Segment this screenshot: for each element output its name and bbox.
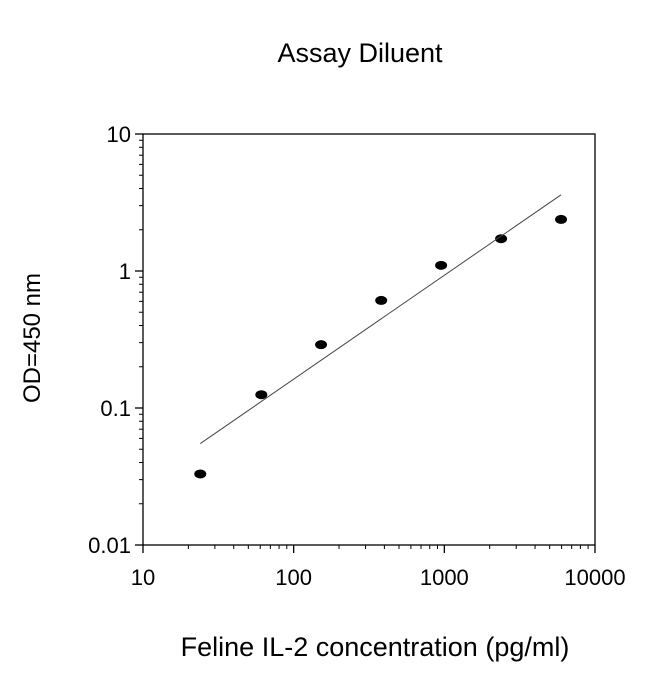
x-tick-label: 10000 xyxy=(564,565,625,590)
data-point xyxy=(435,260,448,270)
plot-frame xyxy=(142,133,596,546)
chart-title: Assay Diluent xyxy=(277,38,443,68)
data-point xyxy=(375,295,388,305)
data-point xyxy=(315,340,328,350)
x-tick-label: 1000 xyxy=(420,565,469,590)
data-point xyxy=(194,469,207,479)
y-tick-label: 0.1 xyxy=(100,396,131,421)
y-tick-label: 1 xyxy=(119,259,131,284)
y-tick-label: 10 xyxy=(107,122,131,147)
y-tick-label: 0.01 xyxy=(88,533,131,558)
fit-line xyxy=(200,194,562,444)
data-point xyxy=(555,214,568,224)
data-point xyxy=(495,234,508,244)
x-tick-label: 10 xyxy=(131,565,155,590)
x-tick-label: 100 xyxy=(275,565,312,590)
x-axis-label: Feline IL-2 concentration (pg/ml) xyxy=(180,632,570,662)
data-point xyxy=(255,390,268,400)
